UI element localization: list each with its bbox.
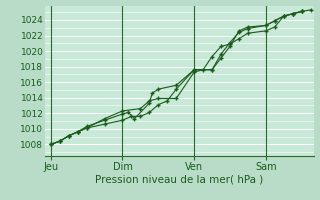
X-axis label: Pression niveau de la mer( hPa ): Pression niveau de la mer( hPa ): [95, 174, 263, 184]
